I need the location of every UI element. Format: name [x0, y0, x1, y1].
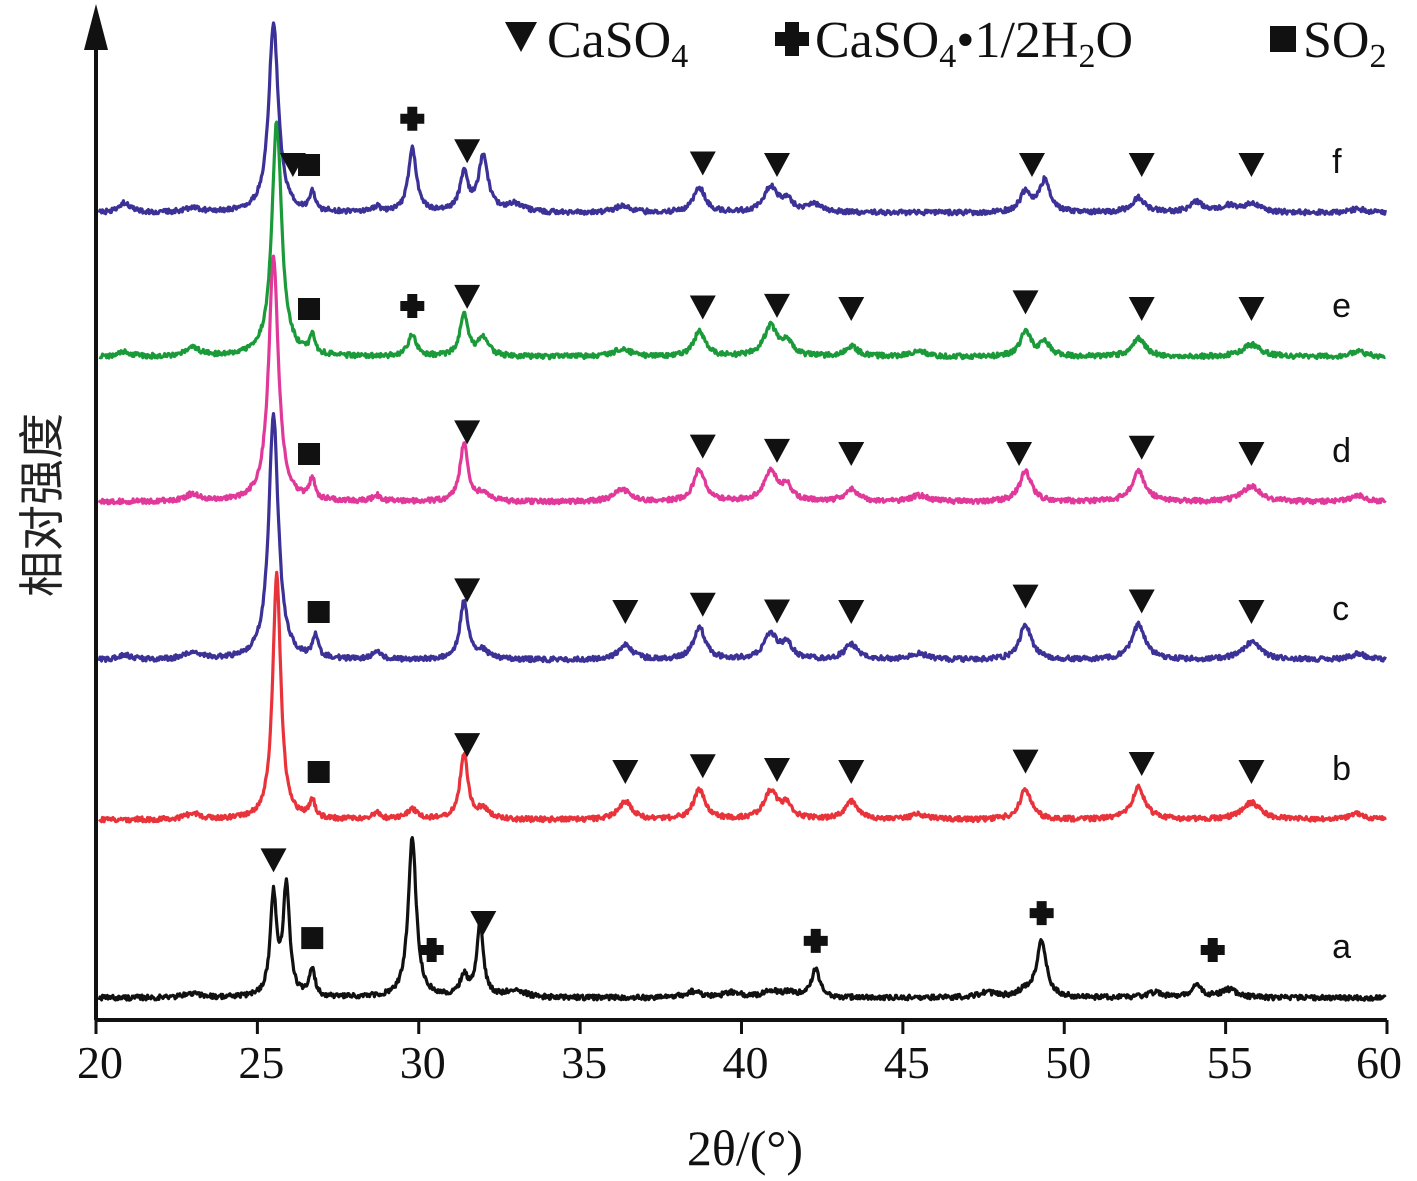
- legend-label-caso4: CaSO4: [547, 12, 688, 75]
- series-curve-b: [98, 570, 1387, 824]
- y-axis-title: 相对强度: [15, 413, 69, 597]
- square-marker: [301, 927, 324, 950]
- triangle-marker: [689, 295, 716, 320]
- triangle-marker: [1006, 442, 1033, 466]
- series-curve-d: [97, 254, 1387, 506]
- cross-marker: [1029, 901, 1054, 926]
- triangle-marker: [1128, 153, 1155, 177]
- series-label-e: e: [1332, 287, 1351, 325]
- x-tick-label: 50: [1045, 1037, 1091, 1088]
- triangle-marker: [764, 757, 791, 782]
- legend-item-hemihydrate: CaSO4•1/2H2O: [775, 12, 1133, 75]
- square-marker: [298, 443, 321, 465]
- triangle-marker: [1128, 297, 1155, 321]
- series-curve-f: [97, 21, 1387, 217]
- triangle-marker: [764, 293, 791, 318]
- series-curve-a: [97, 836, 1387, 1002]
- triangle-marker: [1238, 600, 1265, 624]
- series-label-b: b: [1332, 750, 1351, 788]
- cross-icon: [775, 22, 809, 56]
- square-marker: [307, 761, 330, 783]
- triangle-marker: [612, 600, 639, 624]
- x-tick-label: 45: [884, 1037, 930, 1088]
- curves-layer: [97, 21, 1387, 1002]
- square-marker: [298, 298, 321, 320]
- series-label-a: a: [1332, 928, 1351, 966]
- triangle-marker: [1238, 297, 1265, 321]
- x-tick-label: 20: [77, 1037, 123, 1088]
- square-marker: [298, 154, 321, 176]
- cross-marker: [400, 106, 425, 131]
- x-tick-label: 60: [1356, 1037, 1402, 1088]
- cross-marker: [419, 938, 444, 962]
- square-icon: [1270, 26, 1296, 52]
- triangle-marker: [454, 420, 481, 445]
- triangle-marker: [1128, 752, 1155, 777]
- series-label-f: f: [1332, 143, 1342, 181]
- triangle-marker: [1238, 153, 1265, 177]
- triangle-marker: [689, 434, 716, 459]
- series-label-c: c: [1332, 590, 1349, 628]
- triangle-marker: [454, 284, 481, 309]
- legend-item-caso4: CaSO4: [505, 12, 688, 75]
- triangle-marker: [1128, 589, 1155, 614]
- triangle-marker: [764, 599, 791, 624]
- triangle-marker: [764, 438, 791, 463]
- cross-marker: [1200, 938, 1225, 962]
- legend-label-hemihydrate: CaSO4•1/2H2O: [815, 12, 1133, 75]
- series-curve-e: [98, 120, 1387, 361]
- x-axis-title: 2θ/(°): [687, 1120, 803, 1176]
- x-tick-label: 30: [400, 1037, 446, 1088]
- triangle-marker: [454, 733, 481, 758]
- series-curve-c: [97, 412, 1387, 664]
- cross-marker: [803, 928, 828, 953]
- triangle-marker: [1128, 435, 1155, 460]
- series-label-d: d: [1332, 432, 1351, 470]
- triangle-marker: [764, 153, 791, 177]
- triangle-marker: [689, 754, 716, 779]
- triangle-marker: [1238, 760, 1265, 784]
- triangle-marker: [838, 760, 865, 784]
- triangle-marker: [689, 151, 716, 176]
- x-tick-label: 40: [723, 1037, 769, 1088]
- triangle-marker: [1012, 584, 1039, 609]
- triangle-marker: [1012, 749, 1039, 774]
- triangle-marker: [454, 578, 481, 603]
- legend-label-so2: SO2: [1303, 12, 1386, 75]
- square-marker: [307, 601, 330, 623]
- x-ticks: 20 25 30 35 40 45 50 55 60: [77, 1020, 1402, 1088]
- triangle-marker: [838, 442, 865, 466]
- x-tick-label: 35: [561, 1037, 607, 1088]
- triangle-marker: [454, 139, 481, 164]
- triangle-marker: [612, 760, 639, 784]
- triangle-marker: [689, 592, 716, 617]
- legend: CaSO4 CaSO4•1/2H2O SO2: [505, 12, 1386, 75]
- triangle-marker: [838, 600, 865, 624]
- x-tick-label: 25: [238, 1037, 284, 1088]
- triangle-icon: [505, 22, 537, 52]
- triangle-marker: [1012, 290, 1039, 315]
- triangle-marker: [838, 297, 865, 321]
- y-axis-arrow: [84, 4, 108, 50]
- cross-marker: [400, 293, 425, 318]
- triangle-marker: [1018, 153, 1045, 177]
- legend-item-so2: SO2: [1270, 12, 1386, 75]
- x-tick-label: 55: [1207, 1037, 1253, 1088]
- triangle-marker: [1238, 442, 1265, 466]
- markers-layer: a b c d e f: [260, 106, 1351, 966]
- triangle-marker: [260, 848, 287, 873]
- triangle-marker: [470, 911, 497, 936]
